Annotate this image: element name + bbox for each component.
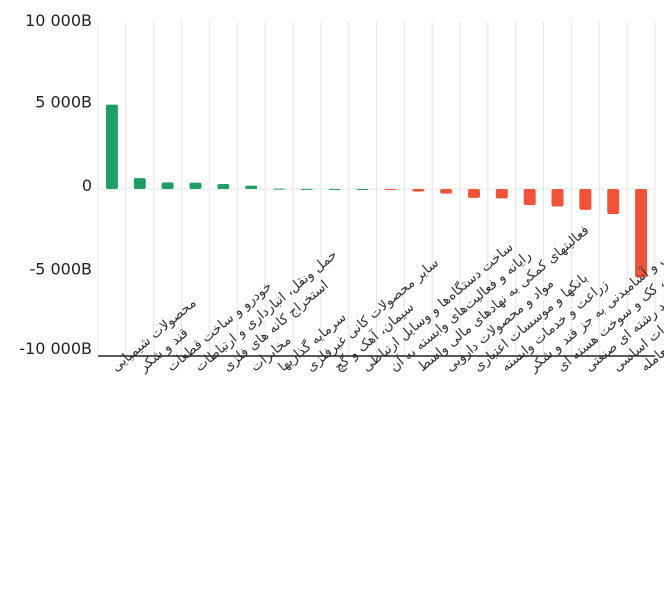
y-tick-label: 10 000B bbox=[25, 11, 92, 30]
y-tick-label: 5 000B bbox=[35, 93, 92, 112]
bar[interactable] bbox=[300, 188, 313, 190]
bar[interactable] bbox=[523, 189, 536, 206]
bar[interactable] bbox=[356, 189, 369, 190]
bar[interactable] bbox=[579, 189, 592, 210]
bar[interactable] bbox=[217, 183, 230, 189]
bar[interactable] bbox=[440, 189, 453, 194]
bar[interactable] bbox=[161, 182, 174, 189]
y-tick-label: -5 000B bbox=[29, 260, 92, 279]
bars bbox=[105, 104, 648, 278]
bar[interactable] bbox=[245, 185, 258, 189]
y-tick-label: 0 bbox=[82, 176, 92, 195]
bar[interactable] bbox=[495, 189, 508, 199]
y-axis: 10 000B 5 000B 0 -5 000B -10 000B bbox=[19, 11, 92, 358]
bar[interactable] bbox=[273, 188, 286, 190]
bar[interactable] bbox=[467, 189, 480, 198]
bar[interactable] bbox=[105, 104, 118, 189]
bar[interactable] bbox=[412, 189, 425, 192]
grid-lines bbox=[97, 22, 656, 357]
bar[interactable] bbox=[189, 182, 202, 189]
y-tick-label: -10 000B bbox=[19, 339, 92, 358]
bar[interactable] bbox=[551, 189, 564, 207]
bar[interactable] bbox=[635, 189, 648, 278]
bar[interactable] bbox=[328, 188, 341, 190]
bar[interactable] bbox=[133, 178, 146, 189]
bar[interactable] bbox=[607, 189, 620, 215]
bar[interactable] bbox=[384, 189, 397, 191]
